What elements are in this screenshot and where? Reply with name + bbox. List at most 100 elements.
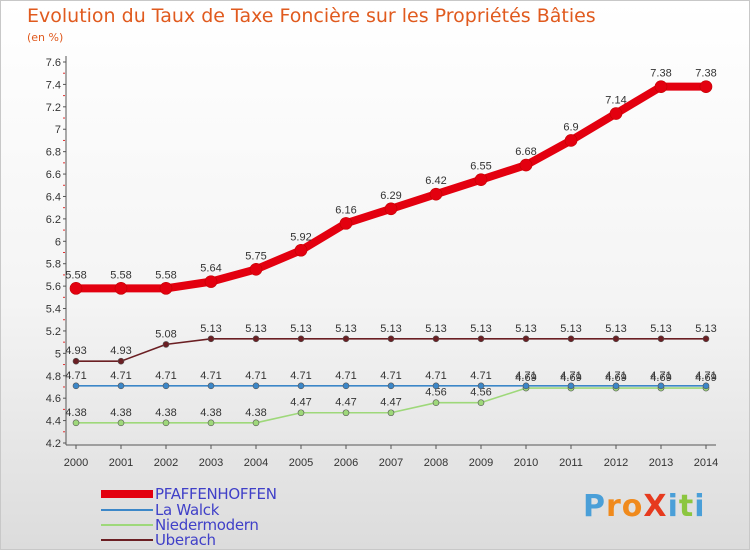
data-point <box>162 419 170 427</box>
x-tick-label: 2012 <box>604 457 628 469</box>
data-point <box>387 335 395 343</box>
y-tick-label: 4.8 <box>46 371 61 383</box>
data-point <box>432 335 440 343</box>
y-tick-label: 7.4 <box>46 79 61 91</box>
data-point <box>564 134 578 147</box>
y-tick-label: 5.6 <box>46 281 61 293</box>
logo-letter: X <box>643 489 668 524</box>
data-label: 4.71 <box>560 370 581 382</box>
data-label: 4.69 <box>695 372 716 384</box>
data-point <box>432 399 440 406</box>
data-label: 4.71 <box>290 370 311 382</box>
legend-item-pfaffenhoffen: PFAFFENHOFFEN <box>101 485 361 503</box>
data-point <box>207 382 215 390</box>
data-point <box>387 382 395 390</box>
data-point <box>72 382 80 390</box>
data-point <box>117 382 125 390</box>
x-tick-label: 2006 <box>334 457 358 469</box>
data-label: 5.08 <box>155 328 176 340</box>
data-point <box>429 187 443 201</box>
y-tick-label: 5.4 <box>46 304 61 316</box>
data-point <box>609 107 623 120</box>
y-tick-label: 7.2 <box>46 102 61 114</box>
legend-label: Niedermodern <box>155 516 259 534</box>
x-tick-label: 2013 <box>649 457 673 469</box>
data-point <box>117 419 125 427</box>
y-tick-label: 6.8 <box>46 147 61 159</box>
data-label: 6.29 <box>380 190 401 202</box>
series-line-uberach <box>75 337 707 362</box>
data-point <box>252 335 260 343</box>
y-tick-label: 5.8 <box>46 259 61 271</box>
data-point <box>297 409 305 417</box>
x-tick-label: 2004 <box>244 457 268 469</box>
data-label: 5.13 <box>290 323 311 335</box>
data-label: 4.38 <box>200 407 221 419</box>
data-point <box>477 335 485 343</box>
data-point <box>342 335 350 343</box>
y-tick-label: 6.4 <box>46 191 61 203</box>
data-point <box>477 399 485 406</box>
legend-label: Uberach <box>155 531 216 549</box>
data-label: 6.16 <box>335 204 356 216</box>
data-point <box>162 341 170 348</box>
y-tick-label: 4.4 <box>46 416 61 428</box>
x-tick-label: 2009 <box>469 457 493 469</box>
data-point <box>519 158 533 172</box>
data-point <box>297 382 305 390</box>
data-point <box>432 382 440 390</box>
data-label: 5.13 <box>605 323 626 335</box>
legend-item-uberach: Uberach <box>101 531 361 549</box>
data-point <box>522 335 530 343</box>
data-point <box>69 282 83 295</box>
data-label: 5.13 <box>200 323 221 335</box>
data-point <box>204 275 218 288</box>
data-label: 4.38 <box>245 407 266 419</box>
data-label: 4.38 <box>155 407 176 419</box>
data-point <box>657 382 665 390</box>
logo-letter: o <box>621 489 644 524</box>
logo-letter: r <box>606 489 622 524</box>
data-label: 5.75 <box>245 250 266 262</box>
data-label: 5.13 <box>425 323 446 335</box>
legend-item-la-walck: La Walck <box>101 501 361 519</box>
data-label: 4.93 <box>65 345 86 357</box>
data-label: 5.58 <box>110 269 131 281</box>
chart-unit: (en %) <box>27 31 64 44</box>
legend-swatch <box>101 524 153 526</box>
data-point <box>342 409 350 417</box>
data-point <box>387 409 395 417</box>
data-label: 5.64 <box>200 263 221 275</box>
x-tick-label: 2001 <box>109 457 133 469</box>
y-tick-label: 4.6 <box>46 393 61 405</box>
y-tick-label: 7 <box>55 124 61 136</box>
logo-letter: i <box>667 489 679 524</box>
data-label: 5.13 <box>560 323 581 335</box>
data-point <box>339 217 353 230</box>
data-label: 4.71 <box>605 370 626 382</box>
data-label: 4.38 <box>110 407 131 419</box>
data-label: 4.69 <box>605 372 626 384</box>
logo-letter: i <box>694 489 706 524</box>
x-tick-label: 2005 <box>289 457 313 469</box>
data-label: 5.58 <box>65 269 86 281</box>
x-tick-label: 2000 <box>64 457 88 469</box>
x-tick-label: 2007 <box>379 457 403 469</box>
data-label: 5.13 <box>515 323 536 335</box>
data-point <box>702 335 710 343</box>
x-tick-label: 2011 <box>559 457 583 469</box>
data-point <box>567 382 575 390</box>
data-label: 4.93 <box>110 345 131 357</box>
data-label: 4.71 <box>65 370 86 382</box>
data-label: 5.13 <box>380 323 401 335</box>
data-label: 4.71 <box>650 370 671 382</box>
data-point <box>252 419 260 427</box>
data-point <box>114 282 128 295</box>
data-label: 4.38 <box>65 407 86 419</box>
data-label: 4.47 <box>290 397 311 409</box>
x-tick-label: 2002 <box>154 457 178 469</box>
y-tick-label: 6.6 <box>46 169 61 181</box>
x-tick-label: 2003 <box>199 457 223 469</box>
data-label: 4.71 <box>200 370 221 382</box>
